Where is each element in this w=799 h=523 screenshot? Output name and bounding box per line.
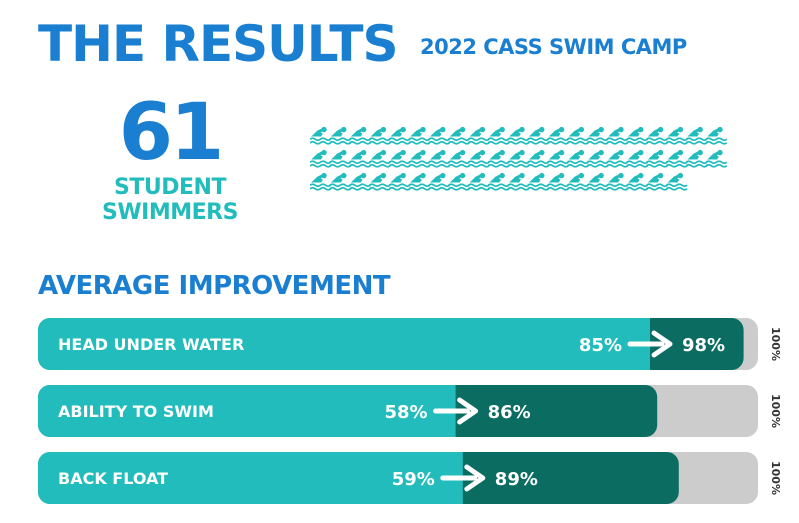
max-value-label: 100% xyxy=(769,461,782,495)
page-subtitle: 2022 CASS SWIM CAMP xyxy=(420,35,687,59)
before-value-label: 59% xyxy=(392,469,435,490)
caption-line-1: STUDENT xyxy=(114,175,226,200)
bar-row: ABILITY TO SWIM 58% 86% 100% xyxy=(38,385,782,437)
after-value-label: 98% xyxy=(682,335,725,356)
swimmer-count: 61 xyxy=(118,88,225,178)
page-title: THE RESULTS xyxy=(38,15,398,73)
bar-category-label: ABILITY TO SWIM xyxy=(58,402,214,421)
before-value-label: 58% xyxy=(385,402,428,423)
section-title: AVERAGE IMPROVEMENT xyxy=(38,271,391,301)
bar-before xyxy=(38,318,650,370)
bar-category-label: HEAD UNDER WATER xyxy=(58,335,244,354)
arrow-icon xyxy=(440,464,486,492)
caption-line-2: SWIMMERS xyxy=(102,200,238,225)
max-value-label: 100% xyxy=(769,327,782,361)
bar-row: HEAD UNDER WATER 85% 98% 100% xyxy=(38,318,782,370)
bar-row: BACK FLOAT 59% 89% 100% xyxy=(38,452,782,504)
swimmer-count-caption: STUDENT SWIMMERS xyxy=(80,175,260,225)
after-value-label: 86% xyxy=(488,402,531,423)
max-value-label: 100% xyxy=(769,394,782,428)
arrow-icon xyxy=(627,330,673,358)
bar-before xyxy=(38,385,456,437)
bar-before xyxy=(38,452,463,504)
bar-category-label: BACK FLOAT xyxy=(58,469,168,488)
before-value-label: 85% xyxy=(579,335,622,356)
arrow-icon xyxy=(433,397,479,425)
after-value-label: 89% xyxy=(495,469,538,490)
